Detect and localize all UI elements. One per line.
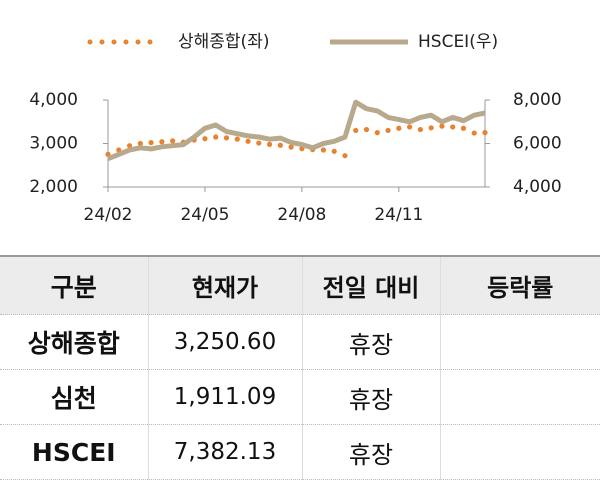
header-row: 구분 현재가 전일 대비 등락률 <box>0 255 600 315</box>
data-dot <box>288 144 294 150</box>
header-cell: 등락률 <box>439 255 600 315</box>
index-table: 구분 현재가 전일 대비 등락률 상해종합 3,250.60 휴장 심천 1,911.… <box>0 255 600 480</box>
cell: 7,382.13 <box>147 424 302 480</box>
header-cell: 구분 <box>0 255 148 315</box>
cell: 휴장 <box>301 424 440 480</box>
data-dot <box>460 125 467 131</box>
cell: 1,911.09 <box>147 369 302 425</box>
data-dot <box>202 136 208 142</box>
data-dot <box>471 130 477 136</box>
chart: 2,000 3,000 4,000 4,000 6,000 8,000 24/02 24/05… <box>29 32 562 225</box>
x-tick-label: 24/02 <box>84 205 133 225</box>
y-tick-label: 3,000 <box>29 134 78 154</box>
data-dot <box>353 127 359 134</box>
x-tick-label: 24/08 <box>277 205 326 225</box>
row: 상해종합 3,250.60 휴장 <box>0 314 600 370</box>
data-dot <box>396 125 402 131</box>
data-dot <box>439 123 445 129</box>
data-dot <box>331 148 337 154</box>
data-dot <box>407 124 413 130</box>
legend-label: HSCEI(우) <box>418 32 498 52</box>
cell <box>439 424 600 480</box>
data-dot <box>137 140 143 147</box>
data-dot <box>148 140 154 146</box>
data-dot <box>277 142 283 148</box>
x-tick-label: 24/05 <box>180 205 229 225</box>
data-dot <box>320 147 327 153</box>
y2-tick-label: 6,000 <box>513 134 562 154</box>
data-dot <box>223 135 230 141</box>
row: HSCEI 7,382.13 휴장 <box>0 424 600 480</box>
y-tick-label: 4,000 <box>29 90 78 110</box>
data-dot <box>234 136 240 142</box>
cell: 휴장 <box>301 314 440 370</box>
header-cell: 전일 대비 <box>301 255 440 315</box>
data-dot <box>126 143 133 149</box>
y2-tick-label: 4,000 <box>513 177 562 197</box>
data-dot <box>417 126 423 133</box>
cell <box>439 314 600 370</box>
cell: 3,250.60 <box>147 314 302 370</box>
data-dot <box>450 124 456 130</box>
data-dot <box>170 138 176 144</box>
data-dot <box>159 139 165 145</box>
legend-label: 상해종합(좌) <box>178 32 269 52</box>
cell: 상해종합 <box>0 314 148 370</box>
x-tick-label: 24/11 <box>374 205 423 225</box>
data-dot <box>428 125 434 131</box>
data-dot <box>256 140 262 146</box>
data-line <box>107 99 486 162</box>
y-tick-label: 2,000 <box>29 177 78 197</box>
row: 심천 1,911.09 휴장 <box>0 369 600 425</box>
cell <box>439 369 600 425</box>
cell: 심천 <box>0 369 148 425</box>
data-dot <box>374 130 380 136</box>
data-dot <box>482 130 488 136</box>
data-dot <box>266 141 273 147</box>
data-dot <box>363 126 370 133</box>
y2-tick-label: 8,000 <box>513 90 562 110</box>
data-dot <box>213 134 219 140</box>
data-dot <box>245 138 251 144</box>
cell: 휴장 <box>301 369 440 425</box>
cell: HSCEI <box>0 424 148 480</box>
data-dot <box>342 153 348 159</box>
header-cell: 현재가 <box>147 255 302 315</box>
data-dot <box>385 127 391 134</box>
